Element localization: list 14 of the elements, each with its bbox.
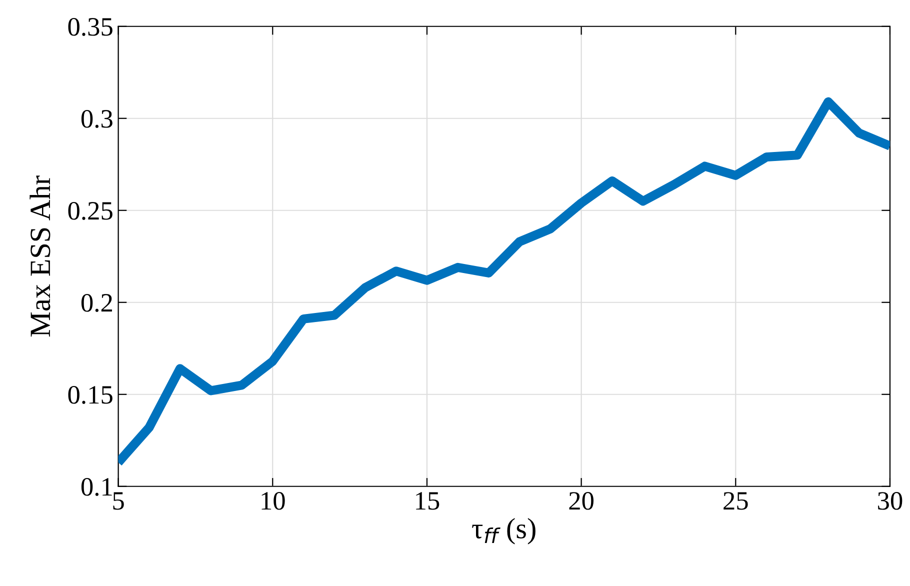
- x-tick-label: 5: [113, 492, 124, 510]
- x-tick-label: 20: [569, 492, 594, 510]
- y-axis-title: Max ESS Ahr: [30, 176, 50, 337]
- y-tick-label: 0.25: [68, 202, 112, 220]
- y-tick-label: 0.3: [81, 110, 112, 128]
- y-tick-label: 0.15: [68, 386, 112, 404]
- y-tick-label: 0.2: [81, 294, 112, 312]
- y-tick-label: 0.35: [68, 18, 112, 36]
- x-tick-label: 15: [416, 492, 440, 510]
- x-tick-label: 25: [724, 492, 748, 510]
- x-tick-label: 30: [878, 492, 902, 510]
- x-axis-title: τ$_{ff}$ (s): [472, 518, 536, 544]
- y-tick-label: 0.1: [81, 478, 112, 496]
- x-tick-label: 10: [262, 492, 285, 510]
